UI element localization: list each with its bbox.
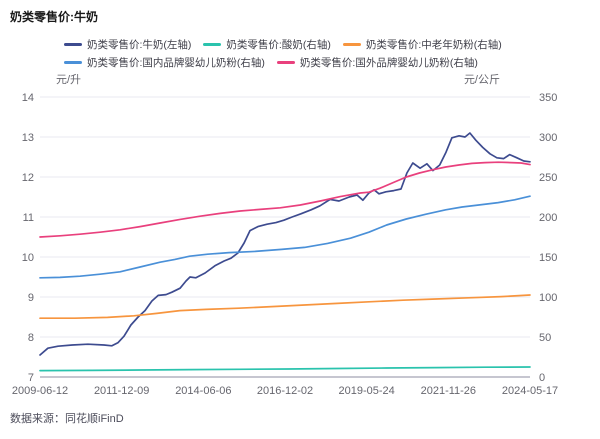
series-line — [39, 161, 531, 238]
legend-line-icon — [276, 60, 295, 64]
legend-item-label: 奶类零售价:国外品牌婴幼儿奶粉(右轴) — [299, 56, 478, 69]
x-axis-tick: 2016-12-02 — [257, 385, 313, 397]
right-axis-tick: 0 — [539, 372, 545, 384]
legend-item-label: 奶类零售价:国内品牌婴幼儿奶粉(右轴) — [87, 56, 265, 69]
legend-item[interactable]: 奶类零售价:国内品牌婴幼儿奶粉(右轴) — [64, 55, 265, 70]
series-line — [39, 294, 531, 320]
x-axis-tick: 2021-11-26 — [421, 385, 476, 397]
right-axis-tick: 200 — [539, 212, 557, 224]
right-axis-tick: 150 — [539, 252, 557, 264]
right-axis-tick: 300 — [539, 132, 557, 144]
data-source-label: 数据来源：同花顺iFinD — [10, 413, 124, 425]
x-axis-tick: 2019-05-24 — [339, 385, 395, 397]
legend-item-label: 奶类零售价:中老年奶粉(右轴) — [365, 38, 502, 51]
legend-item-label: 奶类零售价:酸奶(右轴) — [226, 38, 331, 51]
legend-line-icon — [203, 42, 222, 46]
left-axis-tick: 7 — [28, 372, 34, 384]
series-line — [39, 132, 531, 356]
right-axis-tick: 50 — [539, 332, 551, 344]
x-axis-tick: 2014-06-06 — [175, 385, 231, 397]
x-axis-tick: 2024-05-17 — [502, 385, 558, 397]
legend-row-2: 奶类零售价:国内品牌婴幼儿奶粉(右轴) 奶类零售价:国外品牌婴幼儿奶粉(右轴) — [64, 53, 544, 71]
series-line — [39, 195, 531, 279]
right-axis-tick: 100 — [539, 292, 557, 304]
legend-item-label: 奶类零售价:牛奶(左轴) — [87, 38, 192, 51]
legend-line-icon — [64, 42, 82, 46]
left-axis-unit-label: 元/升 — [56, 74, 82, 86]
left-axis-tick: 11 — [23, 212, 34, 224]
left-axis-tick: 13 — [22, 132, 34, 144]
left-axis-tick: 8 — [28, 332, 34, 344]
right-axis-tick: 350 — [539, 92, 557, 104]
legend-line-icon — [342, 42, 361, 46]
left-axis-tick: 12 — [22, 172, 34, 184]
chart-title: 奶类零售价:牛奶 — [10, 10, 98, 24]
legend-item[interactable]: 奶类零售价:国外品牌婴幼儿奶粉(右轴) — [276, 55, 478, 70]
legend-row-1: 奶类零售价:牛奶(左轴) 奶类零售价:酸奶(右轴) 奶类零售价:中老年奶粉(右轴) — [64, 35, 544, 53]
left-axis-tick: 14 — [22, 92, 34, 104]
left-axis-tick: 9 — [28, 292, 34, 304]
legend-item[interactable]: 奶类零售价:牛奶(左轴) — [64, 37, 191, 52]
legend-item[interactable]: 奶类零售价:酸奶(右轴) — [203, 37, 331, 52]
series-line — [39, 366, 531, 372]
right-axis-unit-label: 元/公斤 — [463, 74, 500, 86]
right-axis-tick: 250 — [539, 172, 557, 184]
chart-legend: 奶类零售价:牛奶(左轴) 奶类零售价:酸奶(右轴) 奶类零售价:中老年奶粉(右轴) … — [64, 35, 544, 71]
x-axis-tick: 2009-06-12 — [12, 385, 68, 397]
left-axis-tick: 10 — [22, 252, 34, 264]
legend-item[interactable]: 奶类零售价:中老年奶粉(右轴) — [342, 37, 502, 52]
legend-line-icon — [64, 60, 82, 64]
x-axis-tick: 2011-12-09 — [94, 385, 149, 397]
